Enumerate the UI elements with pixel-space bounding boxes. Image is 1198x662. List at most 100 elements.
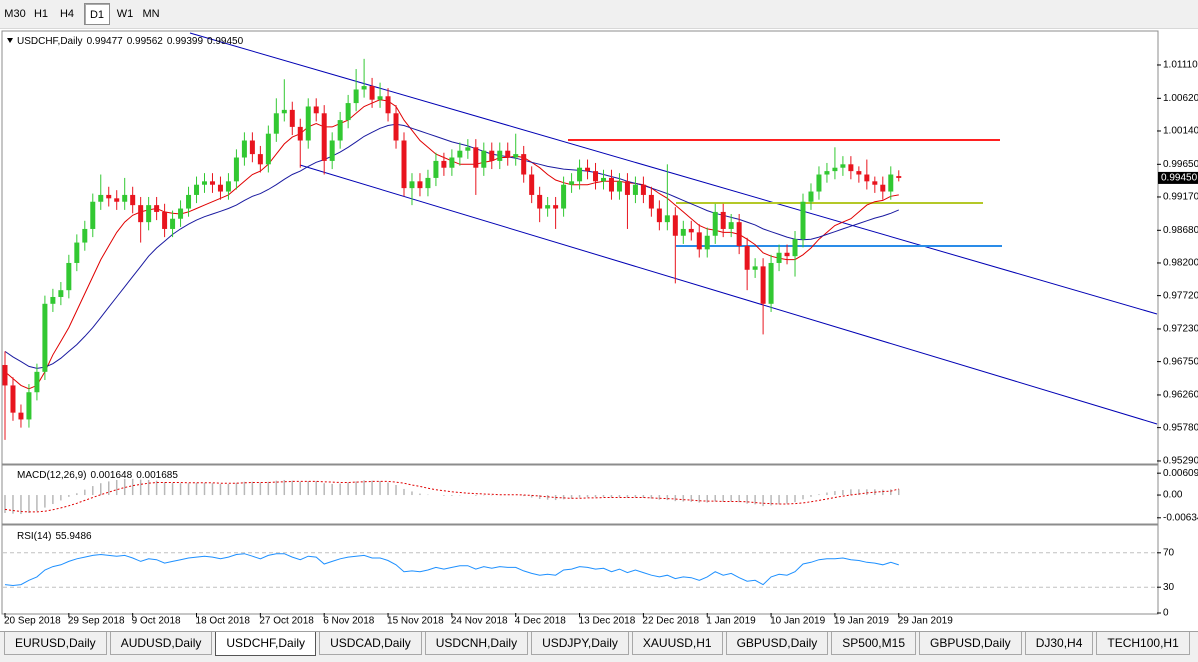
timeframe-button[interactable]: H1 <box>33 8 49 20</box>
candle-body <box>337 120 343 141</box>
candle-body <box>249 140 255 155</box>
candle-body <box>521 154 527 175</box>
candle-body <box>864 174 870 182</box>
timeframe-button[interactable]: W1 <box>116 8 134 20</box>
candle-body <box>616 181 622 192</box>
candle-body <box>209 181 215 185</box>
indicator-line <box>4 123 899 369</box>
chart-tab[interactable]: AUDUSD,Daily <box>109 632 213 655</box>
candle-body <box>321 113 327 161</box>
candle-body <box>712 211 718 236</box>
candle-body <box>297 126 303 141</box>
y-tick-label: 0.96750 <box>1163 356 1198 367</box>
candle-body <box>313 106 319 114</box>
candle-body <box>465 147 471 151</box>
candle-body <box>696 232 702 250</box>
timeframe-button[interactable]: MN <box>142 8 160 20</box>
panel-label-part: 0.99477 <box>87 36 124 47</box>
candle-body <box>34 371 40 393</box>
candle-body <box>202 181 207 185</box>
candle-body <box>98 194 104 202</box>
candle-body <box>233 157 239 182</box>
candle-body <box>792 239 798 257</box>
candle-body <box>50 296 56 304</box>
chart-tab[interactable]: USDJPY,Daily <box>531 632 629 655</box>
x-tick-label: 4 Dec 2018 <box>515 616 567 627</box>
candle-body <box>361 86 367 90</box>
candle-body <box>170 218 176 229</box>
candle-body <box>832 167 838 172</box>
y-tick-label: 0.96260 <box>1163 390 1198 401</box>
candle-body <box>433 160 439 178</box>
candle-body <box>489 150 495 161</box>
y-tick-label: 0.00 <box>1163 490 1183 501</box>
x-tick-label: 27 Oct 2018 <box>259 616 314 627</box>
candle-body <box>664 215 670 223</box>
candle-body <box>800 201 806 240</box>
candle-body <box>225 181 231 192</box>
timeframe-button[interactable]: D1 <box>84 3 110 25</box>
main-panel <box>1 30 1159 465</box>
chart-window: 1.01110 1.00620 1.00140 0.99650 0.99170 0.986… <box>1 30 1198 627</box>
candle-body <box>561 184 567 209</box>
candle-body <box>513 154 519 158</box>
candle-body <box>656 208 662 223</box>
panel-label-part: 0.99450 <box>207 36 244 47</box>
candle-body <box>265 133 271 165</box>
candle-body <box>90 201 96 229</box>
panel-label-part: USDCHF,Daily <box>17 36 83 47</box>
candle-body <box>776 252 782 263</box>
chart-tabs: EURUSD,Daily AUDUSD,Daily USDCHF,Daily USDC… <box>0 631 1198 662</box>
candle-body <box>720 211 726 229</box>
candle-body <box>289 109 295 127</box>
chart-tab[interactable]: EURUSD,Daily <box>4 632 107 655</box>
current-price-box <box>1158 171 1198 184</box>
timeframe-button[interactable]: M30 <box>4 8 26 20</box>
candle-body <box>114 198 120 202</box>
candle-body <box>377 96 383 100</box>
chart-tab[interactable]: USDCHF,Daily <box>215 632 317 656</box>
panel-label: RSI(14) 55.9486 <box>17 531 92 542</box>
candle-body <box>329 140 335 161</box>
candle-body <box>154 205 160 212</box>
y-tick-label: -0.006347 <box>1163 512 1198 523</box>
indicator-line <box>4 480 899 513</box>
candle-body <box>138 205 144 223</box>
chart-tab[interactable]: SP500,M15 <box>831 632 916 655</box>
y-tick-label: 0.99650 <box>1163 159 1198 170</box>
candle-body <box>473 147 479 168</box>
collapse-arrow <box>7 38 13 43</box>
timeframe-button[interactable]: H4 <box>59 8 75 20</box>
candle-body <box>385 96 391 114</box>
chart-tab[interactable]: TECH100,H1 <box>1096 632 1190 655</box>
panel-label-part: RSI(14) <box>17 531 51 542</box>
y-tick-label: 0.95290 <box>1163 456 1198 467</box>
y-tick-label: 1.00620 <box>1163 93 1198 104</box>
x-tick-label: 9 Oct 2018 <box>132 616 181 627</box>
candle-body <box>553 205 559 209</box>
candle-body <box>130 194 136 206</box>
y-tick-label: 0.99170 <box>1163 192 1198 203</box>
rsi-panel <box>1 524 1159 615</box>
candle-body <box>106 194 112 199</box>
candle-body <box>577 167 583 182</box>
x-tick-label: 29 Sep 2018 <box>68 616 125 627</box>
panel-label-part: MACD(12,26,9) <box>17 470 86 481</box>
chart-tab[interactable]: USDCAD,Daily <box>319 632 422 655</box>
x-tick-label: 20 Sep 2018 <box>4 616 61 627</box>
x-tick-label: 22 Dec 2018 <box>642 616 699 627</box>
candle-body <box>369 86 375 100</box>
chart-tab[interactable]: GBPUSD,Daily <box>725 632 829 655</box>
candle-body <box>529 174 535 195</box>
candle-body <box>505 150 511 158</box>
candle-body <box>481 150 487 168</box>
candle-body <box>680 228 686 236</box>
chart-tab[interactable]: GBPUSD,Daily <box>919 632 1022 655</box>
candle-body <box>457 150 463 158</box>
chart-tab[interactable]: USDCNH,Daily <box>424 632 529 655</box>
candle-body <box>10 385 16 413</box>
x-tick-label: 24 Nov 2018 <box>451 616 508 627</box>
chart-tab[interactable]: XAUUSD,H1 <box>631 632 723 655</box>
chart-tab[interactable]: DJ30,H4 <box>1024 632 1094 655</box>
candle-body <box>353 89 359 104</box>
